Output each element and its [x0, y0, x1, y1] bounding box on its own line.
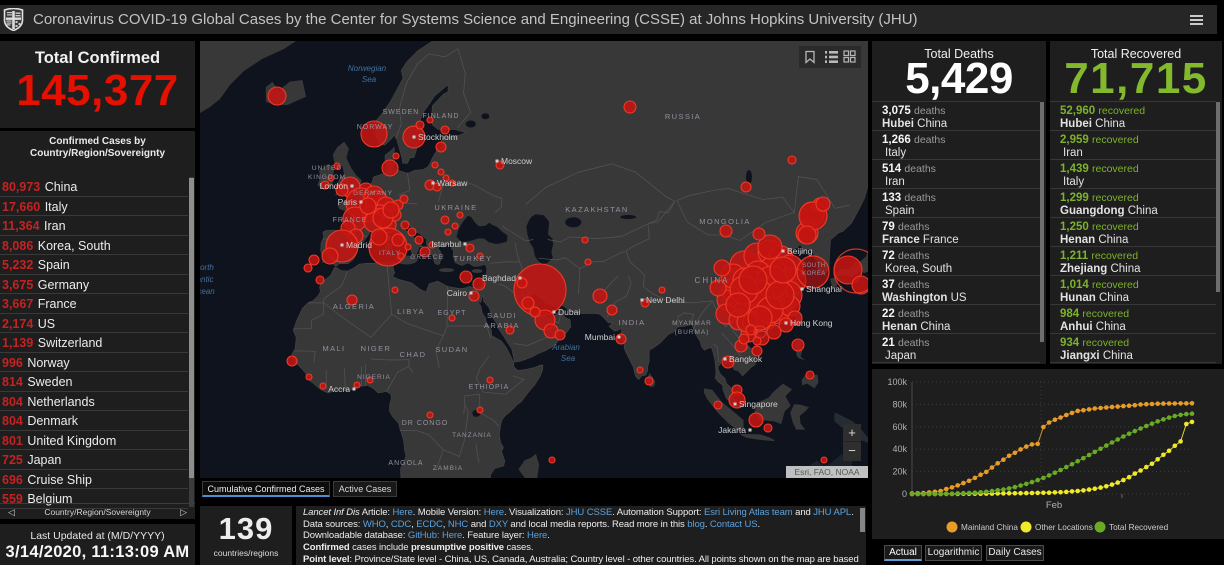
svg-text:Total Recovered: Total Recovered	[1109, 523, 1169, 532]
svg-text:Madrid: Madrid	[346, 240, 372, 250]
svg-text:MALI: MALI	[322, 344, 345, 353]
svg-text:ZAMBIA: ZAMBIA	[433, 465, 463, 472]
svg-text:Jakarta: Jakarta	[718, 425, 746, 435]
svg-text:Paris: Paris	[338, 197, 357, 207]
svg-text:LIBYA: LIBYA	[397, 307, 425, 316]
svg-text:ALGERIA: ALGERIA	[333, 302, 375, 311]
svg-text:40k: 40k	[892, 444, 907, 454]
svg-text:Mumbai: Mumbai	[585, 332, 615, 342]
svg-text:SAUDI: SAUDI	[487, 311, 517, 320]
svg-text:20k: 20k	[892, 467, 907, 477]
svg-text:Accra: Accra	[328, 384, 350, 394]
svg-text:Mainland China: Mainland China	[961, 523, 1018, 532]
svg-text:Shanghai: Shanghai	[806, 284, 842, 294]
svg-text:CHAD: CHAD	[400, 350, 427, 359]
svg-text:Istanbul: Istanbul	[431, 239, 461, 249]
svg-text:SWEDEN: SWEDEN	[383, 109, 420, 116]
svg-text:UNITED: UNITED	[312, 165, 342, 172]
svg-text:ETHIOPIA: ETHIOPIA	[469, 384, 510, 391]
svg-text:RUSSIA: RUSSIA	[665, 112, 701, 121]
svg-text:ANGOLA: ANGOLA	[388, 460, 423, 467]
svg-text:60k: 60k	[892, 422, 907, 432]
svg-text:orth: orth	[200, 263, 214, 272]
svg-text:NIGER: NIGER	[361, 344, 392, 353]
svg-text:Sea: Sea	[362, 75, 377, 84]
svg-text:Sea: Sea	[561, 354, 576, 363]
svg-text:New Delhi: New Delhi	[646, 295, 685, 305]
svg-text:Arabian: Arabian	[551, 343, 580, 352]
svg-text:Baghdad: Baghdad	[482, 273, 516, 283]
svg-text:KOREA: KOREA	[802, 271, 826, 277]
svg-text:TURKEY: TURKEY	[454, 254, 493, 263]
svg-text:Moscow: Moscow	[501, 156, 533, 166]
svg-text:ITALY: ITALY	[379, 250, 401, 257]
svg-text:UKRAINE: UKRAINE	[434, 203, 477, 212]
svg-text:(BURMA): (BURMA)	[675, 329, 710, 336]
svg-text:CHINA: CHINA	[695, 276, 730, 285]
svg-text:EGYPT: EGYPT	[438, 310, 467, 317]
svg-text:SOUTH: SOUTH	[802, 263, 826, 269]
svg-text:antic: antic	[200, 275, 213, 284]
svg-text:GREECE: GREECE	[410, 254, 443, 261]
svg-text:FRANCE: FRANCE	[333, 217, 368, 224]
svg-text:KAZAKHSTAN: KAZAKHSTAN	[565, 205, 628, 214]
svg-text:MONGOLIA: MONGOLIA	[699, 217, 751, 226]
svg-text:Singapore: Singapore	[739, 399, 778, 409]
svg-text:GERMANY: GERMANY	[353, 190, 393, 197]
svg-text:Norwegian: Norwegian	[348, 64, 387, 73]
svg-text:Beijing: Beijing	[787, 246, 813, 256]
svg-text:INDIA: INDIA	[618, 318, 645, 327]
svg-text:SUDAN: SUDAN	[435, 345, 468, 354]
svg-text:MYANMAR: MYANMAR	[672, 320, 712, 327]
svg-text:KINGDOM: KINGDOM	[308, 174, 346, 181]
svg-text:Other Locations: Other Locations	[1035, 523, 1093, 532]
svg-text:Stockholm: Stockholm	[418, 132, 458, 142]
svg-text:Warsaw: Warsaw	[437, 178, 468, 188]
svg-text:0: 0	[902, 489, 907, 499]
svg-text:Dubai: Dubai	[558, 307, 580, 317]
svg-text:Hong Kong: Hong Kong	[790, 318, 833, 328]
svg-text:NIGERIA: NIGERIA	[357, 374, 391, 381]
svg-text:TANZANIA: TANZANIA	[452, 432, 492, 439]
svg-text:Cairo: Cairo	[447, 288, 468, 298]
svg-text:100k: 100k	[887, 377, 907, 387]
svg-text:FINLAND: FINLAND	[423, 113, 460, 120]
svg-text:Bangkok: Bangkok	[729, 354, 763, 364]
svg-text:London: London	[320, 181, 349, 191]
svg-text:80k: 80k	[892, 399, 907, 409]
svg-text:DR CONGO: DR CONGO	[402, 420, 449, 427]
svg-text:NORWAY: NORWAY	[357, 124, 394, 131]
svg-text:Feb: Feb	[1046, 500, 1062, 511]
svg-text:ARABIA: ARABIA	[484, 321, 520, 330]
